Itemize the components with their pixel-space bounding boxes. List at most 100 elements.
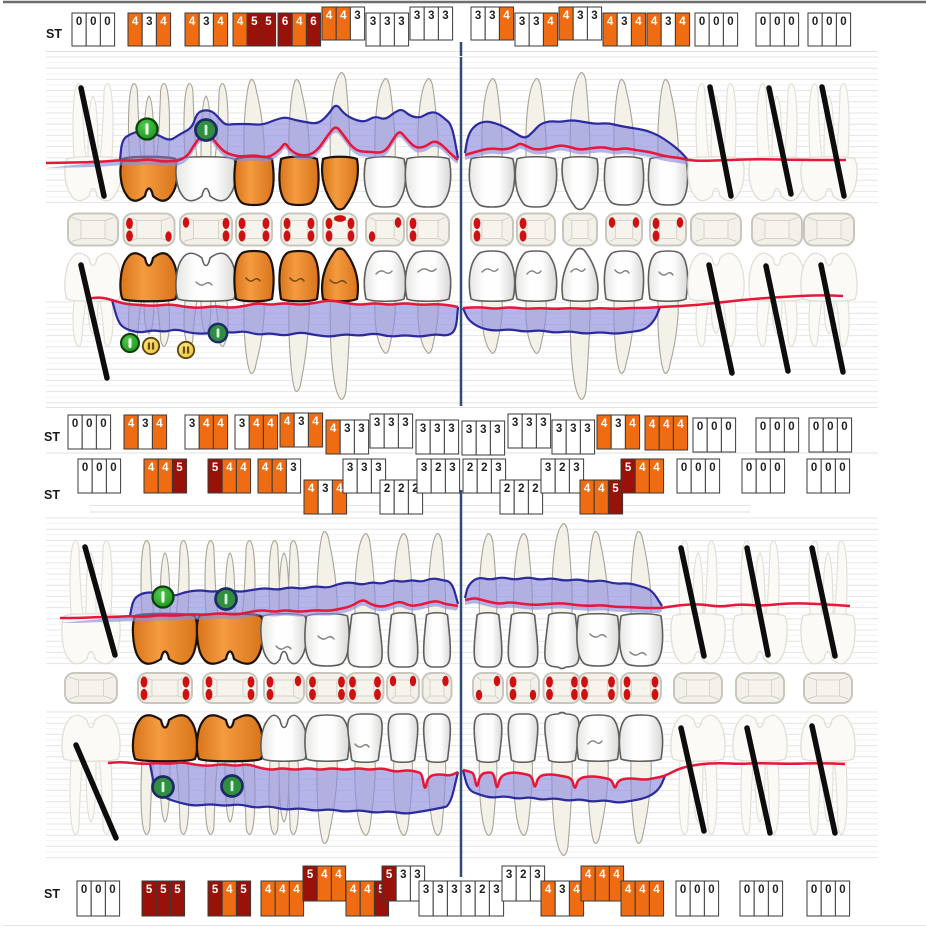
svg-text:0: 0 (713, 16, 719, 28)
svg-text:3: 3 (354, 10, 360, 22)
svg-text:0: 0 (95, 884, 101, 896)
svg-text:4: 4 (160, 16, 167, 28)
svg-text:0: 0 (774, 462, 780, 474)
svg-text:0: 0 (811, 884, 817, 896)
svg-text:2: 2 (435, 462, 441, 474)
svg-text:5: 5 (265, 16, 272, 28)
svg-text:4: 4 (132, 16, 139, 28)
svg-text:4: 4 (321, 869, 328, 881)
svg-text:3: 3 (494, 424, 500, 436)
svg-text:2: 2 (518, 483, 524, 495)
svg-text:4: 4 (217, 16, 224, 28)
svg-text:4: 4 (585, 869, 592, 881)
svg-text:0: 0 (86, 418, 92, 430)
svg-text:3: 3 (344, 423, 350, 435)
svg-text:0: 0 (82, 462, 88, 474)
svg-text:4: 4 (653, 884, 660, 896)
svg-text:4: 4 (267, 418, 274, 430)
svg-text:0: 0 (772, 884, 778, 896)
svg-text:4: 4 (203, 418, 210, 430)
svg-text:3: 3 (428, 10, 434, 22)
svg-text:3: 3 (526, 417, 532, 429)
svg-text:3: 3 (570, 423, 576, 435)
svg-text:3: 3 (466, 424, 472, 436)
svg-text:0: 0 (699, 16, 705, 28)
svg-text:4: 4 (649, 419, 656, 431)
svg-text:3: 3 (370, 16, 376, 28)
svg-text:3: 3 (615, 418, 621, 430)
svg-text:0: 0 (825, 884, 831, 896)
svg-text:4: 4 (573, 884, 580, 896)
svg-text:4: 4 (262, 462, 269, 474)
svg-text:4: 4 (598, 483, 605, 495)
svg-text:0: 0 (96, 462, 102, 474)
svg-text:0: 0 (76, 16, 82, 28)
svg-text:0: 0 (788, 421, 794, 433)
svg-text:4: 4 (629, 418, 636, 430)
svg-text:2: 2 (504, 483, 510, 495)
svg-text:0: 0 (774, 16, 780, 28)
svg-text:4: 4 (545, 884, 552, 896)
svg-text:0: 0 (72, 418, 78, 430)
svg-text:2: 2 (467, 462, 473, 474)
svg-text:4: 4 (253, 418, 260, 430)
svg-text:3: 3 (591, 10, 597, 22)
svg-text:2: 2 (532, 483, 538, 495)
svg-text:4: 4 (584, 483, 591, 495)
svg-text:4: 4 (635, 16, 642, 28)
svg-text:4: 4 (563, 10, 570, 22)
svg-text:0: 0 (841, 421, 847, 433)
svg-text:3: 3 (347, 462, 353, 474)
svg-text:0: 0 (697, 421, 703, 433)
svg-text:4: 4 (679, 16, 686, 28)
svg-text:3: 3 (400, 869, 406, 881)
svg-text:4: 4 (653, 462, 660, 474)
svg-text:4: 4 (326, 10, 333, 22)
svg-text:3: 3 (533, 16, 539, 28)
svg-text:2: 2 (412, 483, 418, 495)
svg-text:4: 4 (308, 483, 315, 495)
svg-text:0: 0 (681, 462, 687, 474)
svg-text:0: 0 (825, 462, 831, 474)
svg-text:0: 0 (110, 462, 116, 474)
svg-text:ST: ST (46, 27, 62, 41)
svg-text:0: 0 (90, 16, 96, 28)
svg-text:5: 5 (612, 483, 619, 495)
svg-text:0: 0 (109, 884, 115, 896)
svg-text:3: 3 (375, 462, 381, 474)
svg-text:4: 4 (639, 462, 646, 474)
svg-text:5: 5 (625, 462, 632, 474)
svg-text:4: 4 (240, 462, 247, 474)
svg-text:4: 4 (276, 462, 283, 474)
svg-text:0: 0 (104, 16, 110, 28)
svg-text:3: 3 (512, 417, 518, 429)
svg-text:4: 4 (547, 16, 554, 28)
svg-text:2: 2 (520, 869, 526, 881)
svg-text:5: 5 (176, 462, 183, 474)
svg-text:5: 5 (212, 462, 219, 474)
svg-text:4: 4 (284, 416, 291, 428)
svg-text:4: 4 (237, 16, 244, 28)
svg-text:3: 3 (189, 418, 195, 430)
svg-text:0: 0 (709, 462, 715, 474)
svg-text:2: 2 (559, 462, 565, 474)
svg-text:6: 6 (282, 16, 288, 28)
svg-text:0: 0 (725, 421, 731, 433)
svg-text:2: 2 (481, 462, 487, 474)
svg-text:0: 0 (758, 884, 764, 896)
svg-text:4: 4 (279, 884, 286, 896)
svg-text:3: 3 (421, 462, 427, 474)
svg-text:0: 0 (826, 16, 832, 28)
svg-text:4: 4 (189, 16, 196, 28)
svg-text:4: 4 (330, 423, 337, 435)
svg-text:3: 3 (423, 884, 429, 896)
svg-text:0: 0 (813, 421, 819, 433)
svg-text:0: 0 (746, 462, 752, 474)
svg-text:0: 0 (711, 421, 717, 433)
svg-text:4: 4 (364, 884, 371, 896)
svg-text:3: 3 (665, 16, 671, 28)
svg-text:2: 2 (398, 483, 404, 495)
svg-text:3: 3 (358, 423, 364, 435)
svg-text:0: 0 (708, 884, 714, 896)
svg-text:3: 3 (322, 483, 328, 495)
